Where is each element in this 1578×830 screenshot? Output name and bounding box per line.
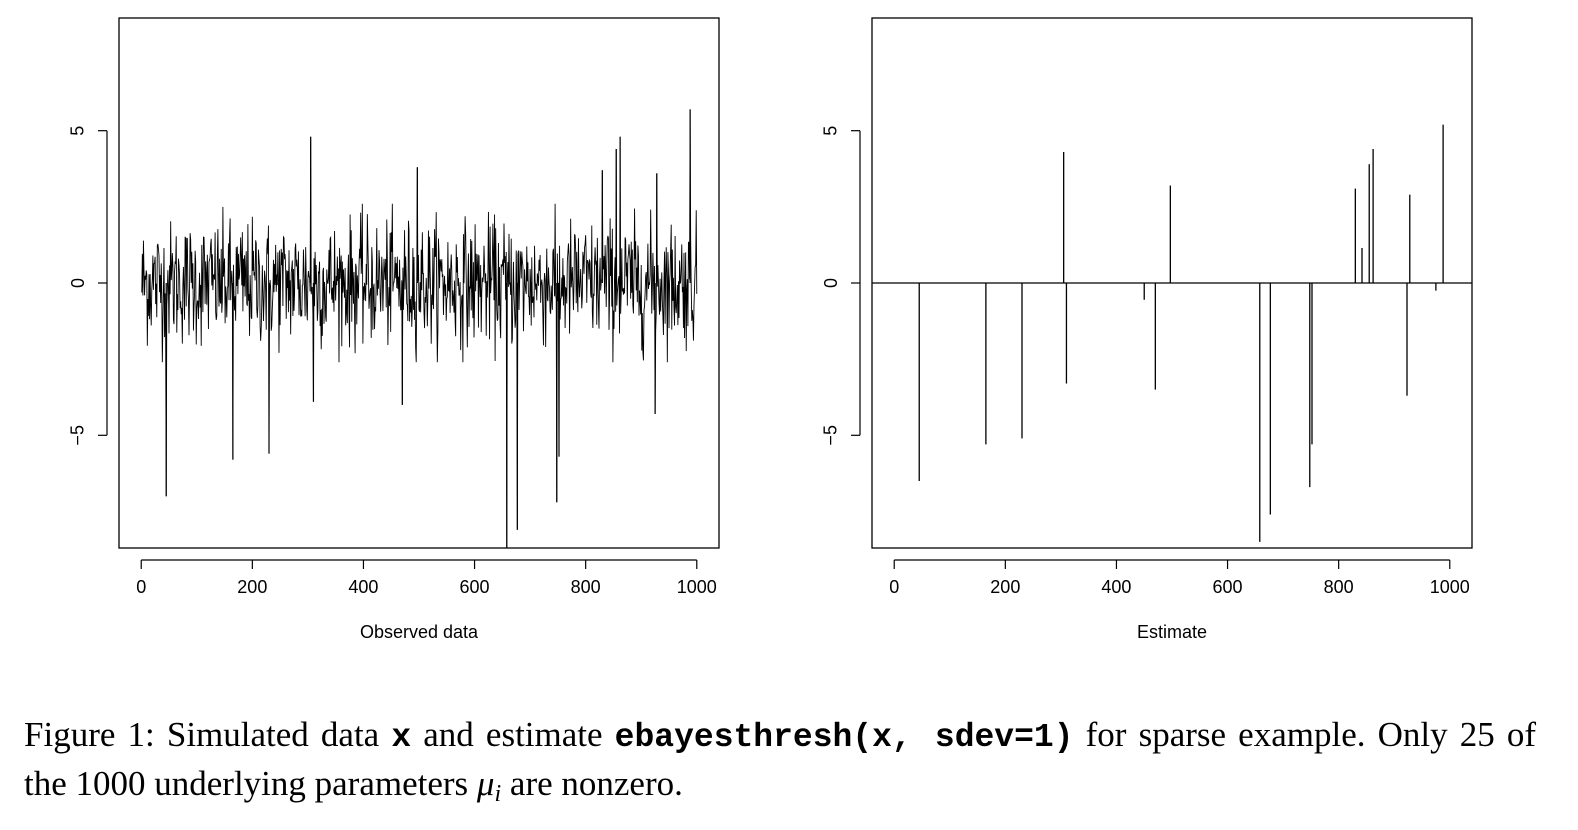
- x-tick-label-800: 800: [1324, 577, 1354, 597]
- x-tick-label-800: 800: [571, 577, 601, 597]
- x-tick-label-0: 0: [136, 577, 146, 597]
- caption-text-1: Figure 1: Simulated data: [24, 715, 392, 754]
- figure-caption: Figure 1: Simulated data x and estimate …: [24, 712, 1536, 807]
- data-layer: [872, 124, 1472, 542]
- plot-frame: [118, 17, 720, 549]
- caption-text-3: for sparse example. Only 25 of the 1000 …: [24, 715, 1537, 803]
- y-tick-label-5: 5: [68, 126, 88, 136]
- caption-mu-symbol: μ: [476, 764, 495, 803]
- x-tick-label-200: 200: [990, 577, 1020, 597]
- data-layer: [141, 109, 698, 548]
- x-tick-label-600: 600: [1213, 577, 1243, 597]
- caption-code-x: x: [391, 719, 412, 756]
- caption-text-4: are nonzero.: [501, 764, 683, 803]
- y-tick-label-0: 0: [821, 278, 841, 288]
- x-tick-label-200: 200: [237, 577, 267, 597]
- observed-data-panel: 0 200 400 600 800 1000 Observed data −5 0 5: [68, 17, 720, 642]
- observed-series-line: [141, 109, 698, 548]
- x-tick-label-1000: 1000: [677, 577, 717, 597]
- figure: 0 200 400 600 800 1000 Observed data −5 0 5 0 200 4…: [68, 17, 1473, 642]
- x-tick-label-0: 0: [889, 577, 899, 597]
- y-tick-label-5: 5: [821, 126, 841, 136]
- y-tick-label--5: −5: [821, 425, 841, 446]
- x-axis-label: Estimate: [1137, 622, 1207, 642]
- x-tick-label-1000: 1000: [1430, 577, 1470, 597]
- estimate-panel: 0 200 400 600 800 1000 Estimate −5 0 5: [821, 17, 1473, 642]
- caption-text-2: and estimate: [411, 715, 615, 754]
- caption-mu-subscript: i: [494, 781, 502, 807]
- y-tick-label--5: −5: [68, 425, 88, 446]
- x-tick-label-600: 600: [460, 577, 490, 597]
- caption-code-ebayesthresh: ebayesthresh(x, sdev=1): [614, 719, 1074, 756]
- x-tick-label-400: 400: [348, 577, 378, 597]
- x-tick-label-400: 400: [1101, 577, 1131, 597]
- x-axis-label: Observed data: [360, 622, 479, 642]
- y-tick-label-0: 0: [68, 278, 88, 288]
